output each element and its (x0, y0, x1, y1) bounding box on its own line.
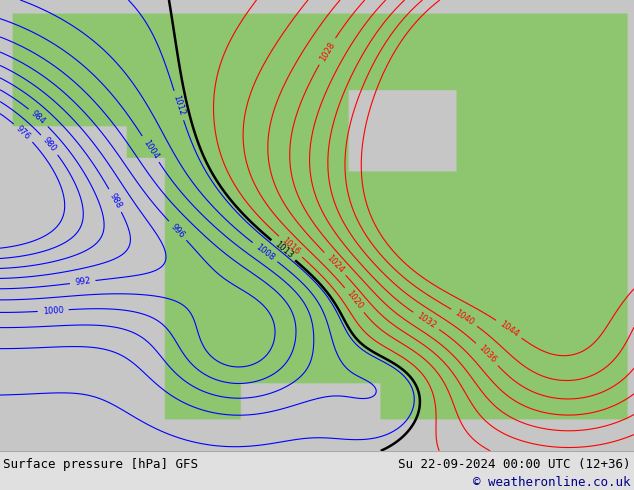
Text: Surface pressure [hPa] GFS: Surface pressure [hPa] GFS (3, 458, 198, 471)
Text: 1000: 1000 (42, 305, 64, 316)
Text: © weatheronline.co.uk: © weatheronline.co.uk (474, 476, 631, 490)
Text: 1036: 1036 (476, 343, 498, 365)
Text: 1012: 1012 (171, 94, 186, 117)
Text: 1044: 1044 (498, 319, 520, 339)
Text: 988: 988 (108, 192, 123, 210)
Text: 1004: 1004 (141, 138, 160, 160)
Text: 1020: 1020 (344, 289, 365, 311)
Text: 976: 976 (15, 124, 32, 142)
Text: 1008: 1008 (254, 242, 276, 262)
Text: 1032: 1032 (415, 311, 437, 330)
Text: 1016: 1016 (280, 236, 301, 257)
Text: 1013: 1013 (273, 240, 294, 261)
Text: 992: 992 (74, 277, 91, 288)
Text: 1024: 1024 (325, 253, 346, 274)
Text: 1040: 1040 (453, 308, 476, 327)
Text: 1028: 1028 (318, 40, 337, 63)
Text: 980: 980 (41, 136, 58, 154)
Text: Su 22-09-2024 00:00 UTC (12+36): Su 22-09-2024 00:00 UTC (12+36) (398, 458, 631, 471)
Text: 984: 984 (30, 109, 48, 126)
Text: 996: 996 (169, 222, 186, 240)
